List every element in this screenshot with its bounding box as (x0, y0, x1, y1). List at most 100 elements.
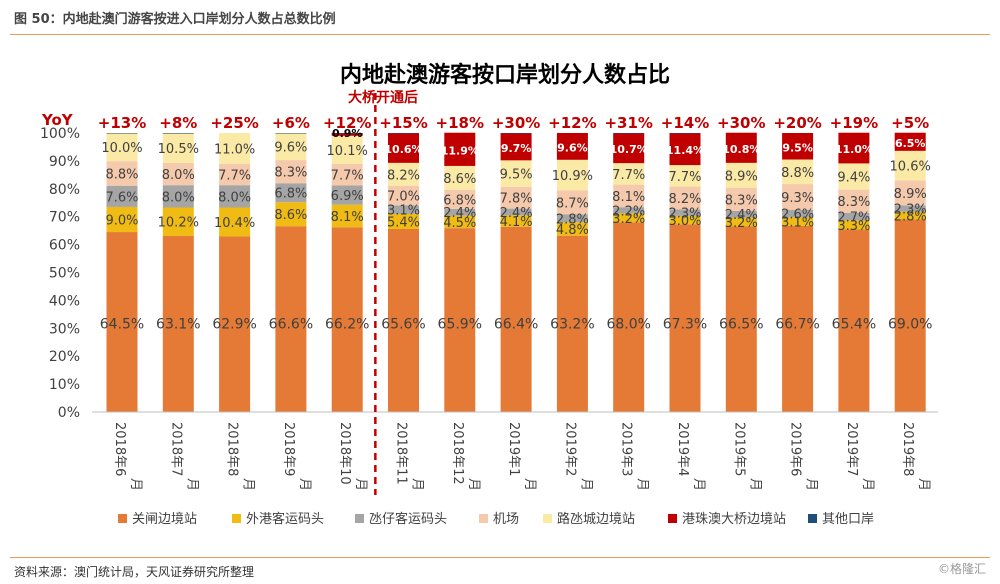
bar-segment (500, 215, 532, 227)
bar-segment (331, 163, 363, 186)
x-category-label-month: 月 (297, 478, 312, 491)
bar-segment (388, 213, 419, 229)
legend-swatch (808, 514, 817, 523)
x-category-label-month: 月 (578, 478, 593, 491)
data-label: 11.9% (441, 144, 479, 157)
data-label: 4.1% (500, 215, 533, 230)
x-category-label: 2019年8 (900, 422, 915, 476)
x-category-label-month: 月 (747, 478, 762, 491)
bar-segment (275, 226, 307, 412)
bar-segment (782, 225, 814, 412)
legend-swatch (232, 514, 241, 523)
legend-label: 关闸边境站 (132, 512, 197, 527)
yoy-value: +31% (604, 114, 652, 132)
data-label: 9.6% (274, 141, 307, 156)
data-label: 62.9% (212, 317, 256, 333)
bar-segment (500, 186, 532, 209)
bar-segment (838, 212, 870, 221)
data-label: 66.5% (719, 317, 763, 333)
bar-segment (894, 180, 926, 206)
data-label: 10.4% (214, 216, 255, 231)
data-label: 8.3% (274, 166, 307, 181)
bar-segment (388, 133, 419, 134)
x-category-label-month: 月 (804, 478, 819, 491)
yoy-value: +30% (492, 114, 540, 132)
x-category-label: 2018年8 (225, 422, 240, 476)
bar-segment (275, 133, 307, 161)
bar-segment (444, 165, 476, 190)
data-label: 11.0% (835, 143, 873, 156)
data-label: 8.0% (162, 168, 195, 183)
x-category-label-month: 月 (916, 478, 931, 491)
bar-segment (838, 132, 870, 164)
data-label: 63.1% (156, 317, 200, 333)
figure-label: 图 50：内地赴澳门游客按进入口岸划分人数占总数比例 (14, 12, 336, 27)
data-label: 2.3% (894, 202, 927, 217)
data-label: 10.0% (101, 141, 142, 156)
bar-segment (331, 185, 363, 205)
data-label: 8.3% (725, 193, 758, 208)
bar-segment (275, 133, 307, 134)
bar-segment (106, 185, 138, 207)
watermark: ©格隆汇 (937, 562, 986, 576)
bar-segment (613, 133, 645, 164)
data-label: 66.4% (494, 317, 538, 333)
stacked-bar-chart: 内地赴澳游客按口岸划分人数占比 YoY 大桥开通后 64.5% 9.0% 7.6% 8… (40, 62, 938, 527)
bar-segment (782, 217, 814, 226)
x-category-label: 2019年3 (619, 422, 634, 476)
bar-segment (219, 207, 251, 237)
yoy-value: +13% (98, 114, 146, 132)
bar-segment (388, 205, 419, 214)
yoy-value: +15% (379, 114, 427, 132)
bar-segment (725, 217, 757, 227)
bar-segment (613, 163, 645, 185)
data-label: 9.6% (557, 141, 588, 154)
bar-segment (613, 133, 645, 134)
bar-segment (444, 189, 476, 209)
bar-segment (613, 207, 645, 214)
bar-segment (106, 206, 138, 233)
bar-segment (219, 133, 251, 164)
data-label: 8.3% (837, 195, 870, 210)
data-label: 66.2% (325, 317, 369, 333)
data-label: 6.5% (895, 137, 926, 150)
x-category-label-month: 月 (128, 478, 143, 491)
data-label: 7.8% (500, 192, 533, 207)
data-label: 68.0% (606, 317, 650, 333)
data-label: 67.3% (663, 317, 707, 333)
yoy-value: +6% (272, 114, 310, 132)
data-label: 7.0% (387, 189, 420, 204)
yoy-value: +14% (661, 114, 709, 132)
bar-segment (500, 208, 532, 216)
bridge-annotation: 大桥开通后 (348, 89, 418, 106)
bar-segment (106, 161, 138, 186)
legend-swatch (479, 514, 488, 523)
bar-segment (500, 226, 532, 412)
legend-label: 外港客运码头 (246, 511, 324, 527)
y-tick-label: 20% (49, 349, 80, 365)
x-category-label-month: 月 (353, 478, 368, 491)
bar-segment (500, 160, 532, 187)
data-label: 4.8% (556, 223, 589, 238)
bar-segment (556, 222, 588, 236)
data-label: 65.4% (832, 317, 876, 333)
data-label: 66.7% (775, 317, 819, 333)
bar-segment (725, 132, 757, 163)
bar-segment (162, 133, 194, 163)
data-label: 10.5% (158, 142, 199, 157)
bar-segment (331, 133, 363, 134)
bar-segment (388, 228, 419, 412)
x-category-label: 2019年6 (788, 422, 803, 476)
x-category-label-month: 月 (860, 478, 875, 491)
x-category-label: 2018年12 (450, 422, 465, 485)
data-label: 10.6% (890, 160, 931, 175)
data-label: 7.7% (612, 168, 645, 183)
legend-label: 其他口岸 (822, 512, 874, 527)
y-tick-label: 50% (49, 266, 80, 282)
bar-segment (275, 202, 307, 227)
bar-segment (782, 133, 814, 160)
data-label: 9.5% (500, 168, 533, 183)
bar-segment (556, 133, 588, 160)
bar-segment (669, 133, 701, 134)
bar-segment (388, 133, 419, 163)
